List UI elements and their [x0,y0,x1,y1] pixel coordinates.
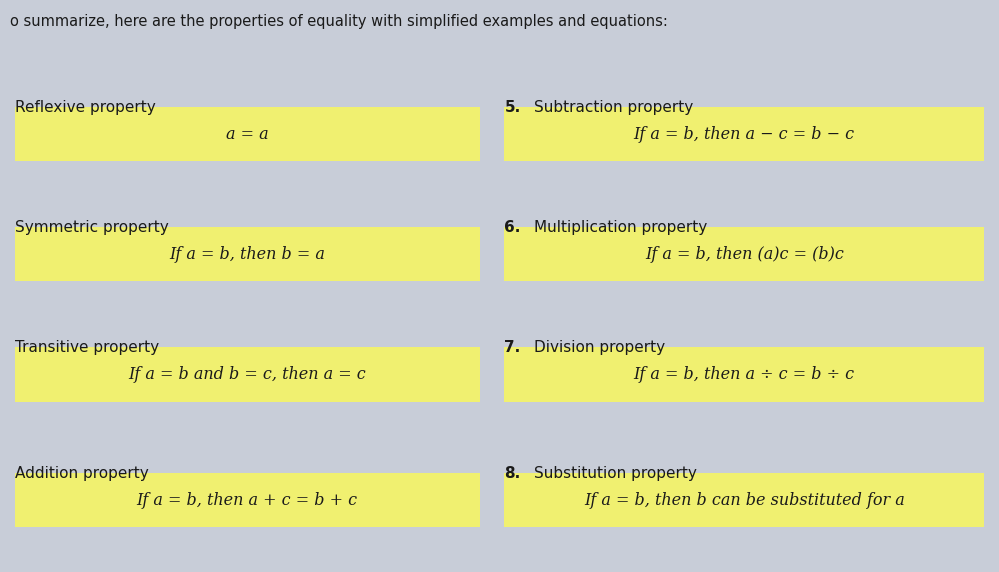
Text: Addition property: Addition property [15,466,149,481]
Text: If a = b, then a ÷ c = b ÷ c: If a = b, then a ÷ c = b ÷ c [633,366,855,383]
FancyBboxPatch shape [504,107,984,161]
Text: Transitive property: Transitive property [15,340,159,355]
Text: o summarize, here are the properties of equality with simplified examples and eq: o summarize, here are the properties of … [10,14,668,29]
FancyBboxPatch shape [504,347,984,402]
FancyBboxPatch shape [15,227,480,281]
FancyBboxPatch shape [15,107,480,161]
Text: Division property: Division property [534,340,665,355]
FancyBboxPatch shape [15,473,480,527]
FancyBboxPatch shape [15,347,480,402]
Text: Symmetric property: Symmetric property [15,220,169,235]
Text: 8.: 8. [504,466,520,481]
Text: Subtraction property: Subtraction property [534,100,693,115]
Text: a = a: a = a [226,126,269,142]
FancyBboxPatch shape [504,227,984,281]
Text: If a = b and b = c, then a = c: If a = b and b = c, then a = c [129,366,366,383]
Text: If a = b, then a + c = b + c: If a = b, then a + c = b + c [137,492,358,509]
Text: If a = b, then a − c = b − c: If a = b, then a − c = b − c [633,126,855,142]
Text: If a = b, then b = a: If a = b, then b = a [169,246,326,263]
Text: Reflexive property: Reflexive property [15,100,156,115]
Text: 6.: 6. [504,220,520,235]
FancyBboxPatch shape [504,473,984,527]
Text: 7.: 7. [504,340,520,355]
Text: 5.: 5. [504,100,520,115]
Text: Multiplication property: Multiplication property [534,220,707,235]
Text: If a = b, then (a)c = (b)c: If a = b, then (a)c = (b)c [644,246,844,263]
Text: If a = b, then b can be substituted for a: If a = b, then b can be substituted for … [583,492,905,509]
Text: Substitution property: Substitution property [534,466,697,481]
